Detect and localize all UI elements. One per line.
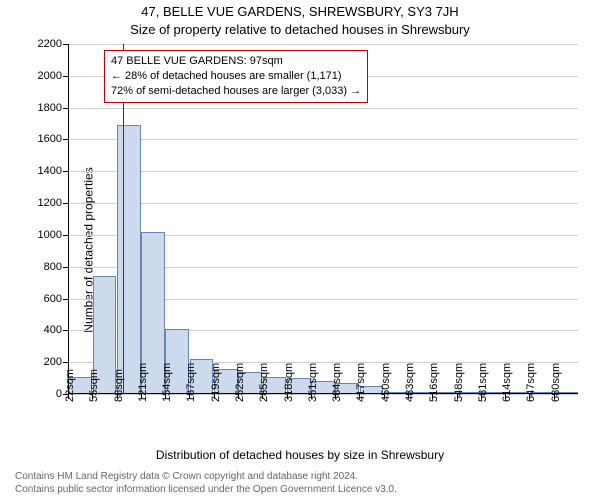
ytick-label: 2000 — [38, 70, 68, 82]
gridline — [68, 171, 578, 172]
xtick-label: 55sqm — [88, 369, 100, 402]
xtick-label: 516sqm — [428, 363, 440, 402]
x-axis-line — [68, 393, 578, 394]
xtick-label: 614sqm — [501, 363, 513, 402]
chart-title-line2: Size of property relative to detached ho… — [0, 22, 600, 37]
x-axis-label: Distribution of detached houses by size … — [0, 448, 600, 462]
gridline — [68, 44, 578, 45]
legend-line2: ← 28% of detached houses are smaller (1,… — [111, 69, 361, 84]
ytick-label: 1200 — [38, 197, 68, 209]
xtick-label: 154sqm — [161, 363, 173, 402]
ytick-label: 200 — [44, 356, 68, 368]
legend-line3: 72% of semi-detached houses are larger (… — [111, 84, 361, 99]
legend-box: 47 BELLE VUE GARDENS: 97sqm← 28% of deta… — [104, 50, 368, 103]
legend-line1: 47 BELLE VUE GARDENS: 97sqm — [111, 54, 361, 69]
xtick-label: 581sqm — [477, 363, 489, 402]
ytick-label: 1400 — [38, 165, 68, 177]
histogram-bar — [117, 125, 141, 394]
ytick-label: 600 — [44, 293, 68, 305]
gridline — [68, 108, 578, 109]
xtick-label: 417sqm — [355, 363, 367, 402]
xtick-label: 680sqm — [550, 363, 562, 402]
chart-container: 47, BELLE VUE GARDENS, SHREWSBURY, SY3 7… — [0, 0, 600, 500]
ytick-label: 400 — [44, 324, 68, 336]
y-axis-line — [68, 44, 69, 394]
xtick-label: 318sqm — [283, 363, 295, 402]
xtick-label: 121sqm — [137, 363, 149, 402]
xtick-label: 483sqm — [404, 363, 416, 402]
xtick-label: 351sqm — [307, 363, 319, 402]
ytick-label: 1600 — [38, 133, 68, 145]
xtick-label: 22sqm — [64, 369, 76, 402]
xtick-label: 647sqm — [525, 363, 537, 402]
ytick-label: 800 — [44, 261, 68, 273]
caption-line1: Contains HM Land Registry data © Crown c… — [15, 471, 358, 482]
xtick-label: 219sqm — [210, 363, 222, 402]
xtick-label: 548sqm — [453, 363, 465, 402]
xtick-label: 450sqm — [380, 363, 392, 402]
chart-title-line1: 47, BELLE VUE GARDENS, SHREWSBURY, SY3 7… — [0, 4, 600, 19]
plot-area: 0200400600800100012001400160018002000220… — [68, 44, 578, 394]
ytick-label: 2200 — [38, 38, 68, 50]
ytick-label: 1800 — [38, 102, 68, 114]
gridline — [68, 203, 578, 204]
xtick-label: 187sqm — [185, 363, 197, 402]
ytick-label: 1000 — [38, 229, 68, 241]
caption-line2: Contains public sector information licen… — [15, 484, 397, 495]
xtick-label: 252sqm — [234, 363, 246, 402]
caption: Contains HM Land Registry data © Crown c… — [15, 470, 397, 496]
xtick-label: 285sqm — [258, 363, 270, 402]
xtick-label: 384sqm — [331, 363, 343, 402]
gridline — [68, 139, 578, 140]
